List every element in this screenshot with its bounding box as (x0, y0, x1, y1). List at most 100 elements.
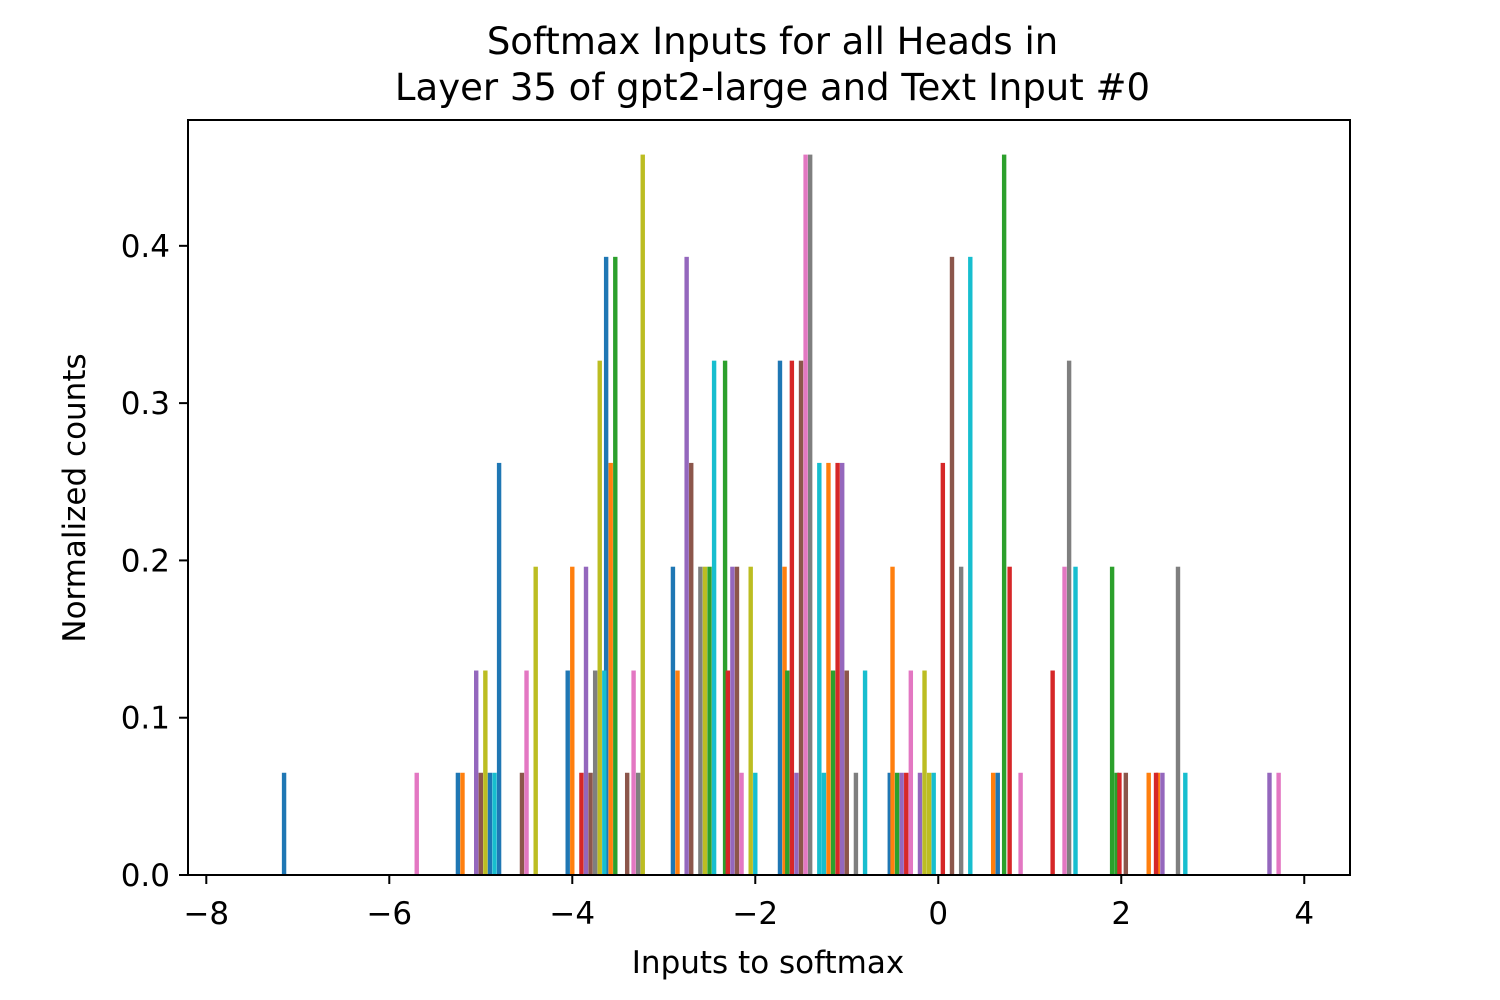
histogram-bar (730, 566, 735, 875)
histogram-bar (830, 670, 836, 875)
histogram-bar (1183, 772, 1188, 875)
histogram-bar (835, 462, 840, 875)
histogram-bar (455, 772, 461, 875)
histogram-bar (777, 360, 783, 875)
x-tick-label: 0 (928, 896, 948, 932)
histogram-bar (524, 670, 529, 875)
histogram-bar (739, 772, 744, 875)
histogram-bar (608, 462, 613, 875)
histogram-bar (1123, 772, 1129, 875)
y-tick-label: 0.0 (121, 858, 170, 894)
histogram-bar (460, 772, 465, 875)
bars-layer (281, 154, 1281, 876)
histogram-bar (702, 566, 708, 875)
histogram-bar (613, 256, 618, 876)
histogram-bar (968, 256, 973, 876)
histogram-bar (478, 772, 483, 875)
x-tick-label: −8 (183, 896, 229, 932)
histogram-bar (958, 566, 964, 875)
y-tick-label: 0.1 (121, 701, 170, 737)
histogram-bar (487, 772, 493, 875)
histogram-bar (640, 154, 645, 876)
histogram-bar (725, 670, 731, 875)
histogram-bar (1050, 670, 1055, 875)
histogram-bar (722, 360, 728, 875)
histogram-bar (1175, 566, 1181, 875)
histogram-bar (483, 670, 488, 875)
histogram-bar (803, 154, 808, 876)
histogram-bar (1007, 566, 1012, 875)
histogram-bar (684, 256, 689, 876)
histogram-bar (887, 772, 892, 875)
histogram-bar (922, 670, 927, 875)
histogram-bar (853, 772, 859, 875)
histogram-bar (597, 360, 602, 875)
histogram-bar (496, 462, 502, 875)
histogram-bar (782, 566, 787, 875)
histogram-bar (533, 566, 538, 875)
histogram-bar (1073, 566, 1078, 875)
histogram-bar (753, 772, 758, 875)
histogram-bar (894, 772, 900, 875)
histogram-bar (917, 772, 923, 875)
histogram-bar (570, 566, 575, 875)
chart-title-line-1: Softmax Inputs for all Heads in (486, 20, 1059, 63)
histogram-bar (807, 154, 813, 876)
histogram-bar (588, 772, 593, 875)
histogram-bar (1267, 772, 1272, 875)
histogram-bar (698, 566, 703, 875)
histogram-bar (624, 772, 630, 875)
histogram-bar (821, 772, 827, 875)
histogram-bar (689, 462, 694, 875)
histogram-bar (603, 256, 609, 876)
histogram-bar (579, 772, 584, 875)
histogram-bar (281, 772, 287, 875)
histogram-bar (519, 772, 525, 875)
histogram-bar (583, 566, 589, 875)
histogram-bar (1109, 566, 1115, 875)
histogram-bar (926, 772, 932, 875)
histogram-bar (1018, 772, 1023, 875)
x-tick-label: 2 (1111, 896, 1131, 932)
histogram-bar (789, 360, 795, 875)
histogram-bar (602, 670, 607, 875)
histogram-bar (734, 566, 740, 875)
x-tick-label: −2 (732, 896, 778, 932)
x-tick-label: −4 (549, 896, 595, 932)
histogram-bar (748, 566, 753, 875)
x-axis-label: Inputs to softmax (632, 945, 904, 981)
histogram-bar (474, 670, 479, 875)
histogram-bar (931, 772, 936, 875)
histogram-bar (817, 462, 822, 875)
histogram-bar (840, 462, 845, 875)
histogram-bar (1276, 772, 1281, 875)
histogram-bar (1066, 360, 1072, 875)
histogram-bar (990, 772, 996, 875)
histogram-bar (1153, 772, 1159, 875)
histogram-bar (565, 670, 570, 875)
histogram-bar (631, 670, 636, 875)
histogram-bar (1117, 772, 1122, 875)
histogram-bar (1114, 772, 1119, 875)
histogram-bar (798, 360, 804, 875)
y-tick-label: 0.2 (121, 543, 170, 579)
histogram-bar (414, 772, 419, 875)
y-axis-label: Normalized counts (57, 353, 93, 642)
histogram-bar (1146, 772, 1151, 875)
histogram-bar (862, 670, 868, 875)
histogram-bar (492, 772, 497, 875)
histogram-bar (592, 670, 598, 875)
histogram-bar (949, 256, 955, 876)
x-tick-label: −6 (366, 896, 412, 932)
histogram-bar (899, 772, 904, 875)
ticks-layer: −8 −6 −4 −2 0 2 4 0.0 0.1 0.2 0.3 0.4 (121, 229, 1314, 932)
histogram-bar (794, 772, 799, 875)
histogram-bar (635, 772, 641, 875)
chart-title-line-2: Layer 35 of gpt2-large and Text Input #0 (394, 66, 1151, 109)
x-tick-label: 4 (1294, 896, 1314, 932)
histogram-bar (995, 772, 1000, 875)
histogram-bar (711, 360, 717, 875)
histogram-bar (844, 670, 849, 875)
plot-frame (187, 119, 1351, 876)
